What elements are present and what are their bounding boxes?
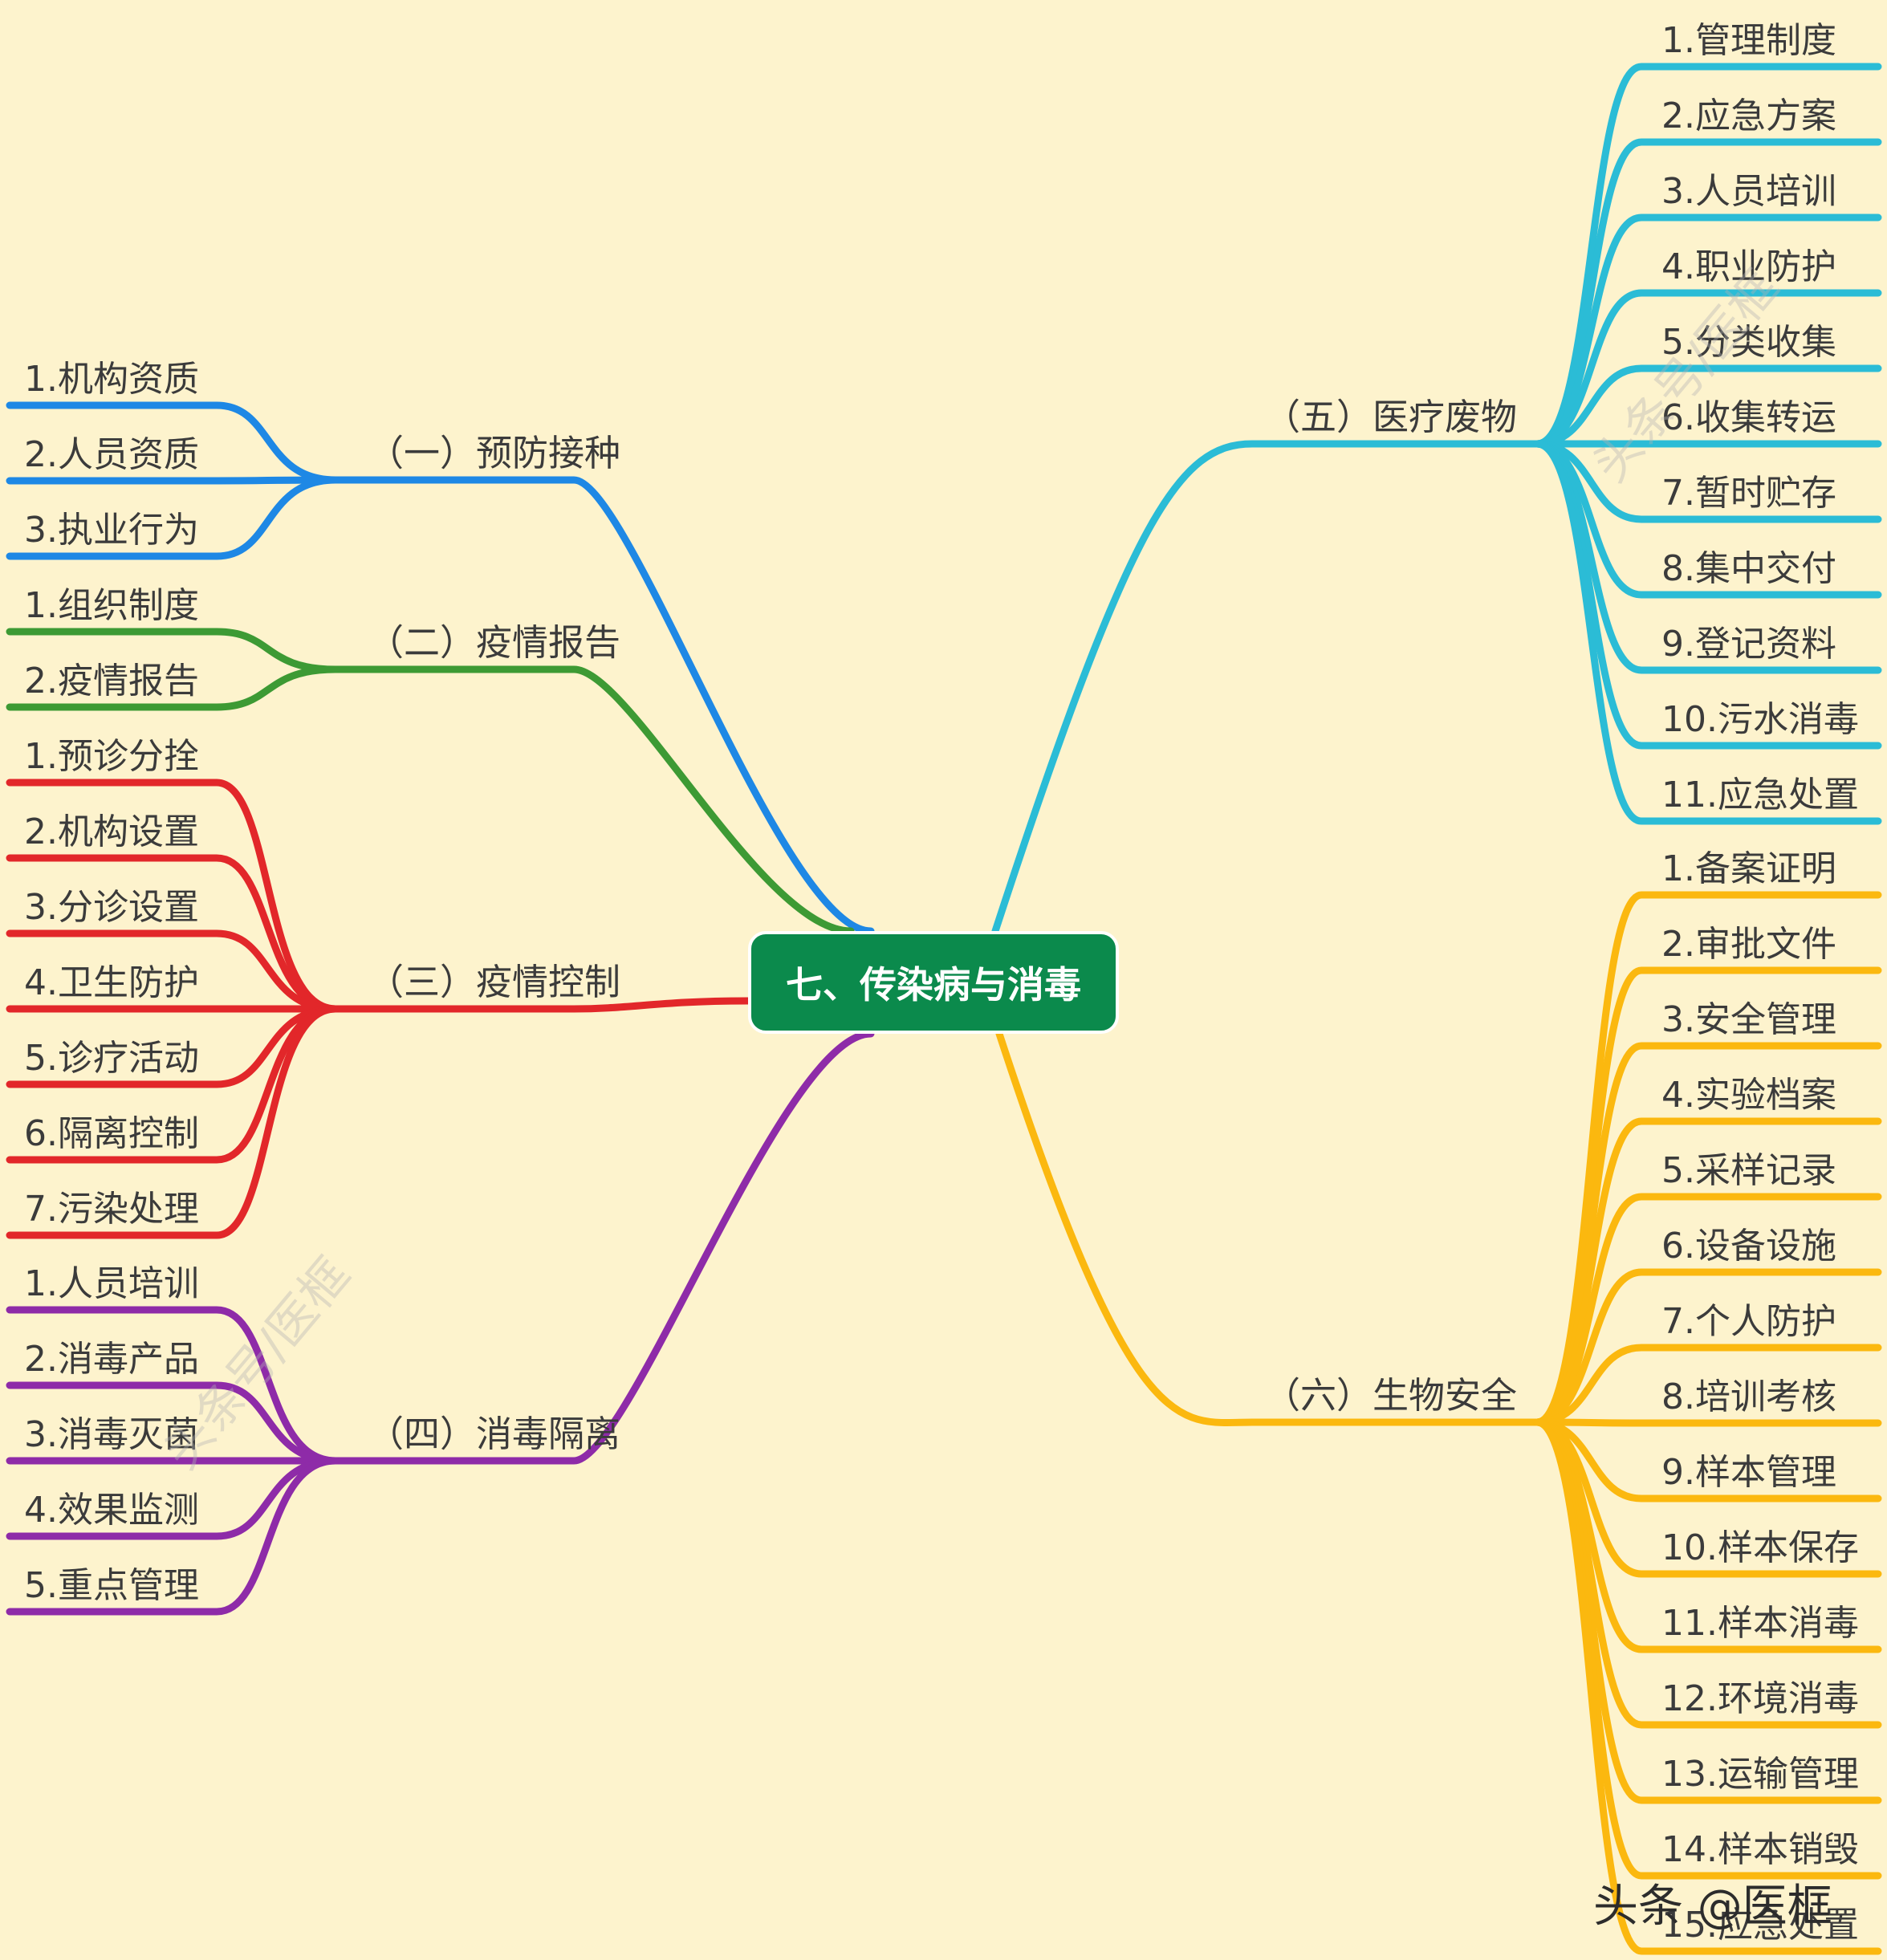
- leaf-node: 5.采样记录: [1661, 1150, 1836, 1191]
- leaf-node: 3.执业行为: [24, 510, 199, 551]
- connector-leaf-1-2: [6, 476, 340, 485]
- root-node: 七、传染病与消毒: [748, 931, 1119, 1034]
- connector-leaf-6-15: [1533, 1418, 1882, 1955]
- leaf-node: 7.暂时贮存: [1661, 473, 1836, 514]
- connector-leaf-6-8: [1533, 1418, 1882, 1427]
- leaf-node: 2.消毒产品: [24, 1339, 199, 1380]
- leaf-node: 1.人员培训: [24, 1263, 199, 1304]
- leaf-node: 5.重点管理: [24, 1565, 199, 1606]
- connector-leaf-1-1: [6, 401, 340, 484]
- connector-leaf-5-11: [1533, 440, 1882, 825]
- leaf-node: 4.卫生防护: [24, 962, 199, 1003]
- leaf-node: 11.样本消毒: [1661, 1603, 1859, 1644]
- credit-text: 头条 @医框: [1593, 1881, 1832, 1933]
- leaf-node: 10.样本保存: [1661, 1527, 1859, 1568]
- leaf-node: 2.审批文件: [1661, 924, 1836, 965]
- leaf-node: 9.登记资料: [1661, 624, 1836, 665]
- branch-node-2: （二）疫情报告: [368, 621, 621, 664]
- connector-leaf-3-7: [6, 1005, 340, 1239]
- leaf-node: 4.实验档案: [1661, 1075, 1836, 1116]
- connector-root-branch-6: [995, 1030, 1541, 1427]
- leaf-node: 4.效果监测: [24, 1490, 199, 1531]
- connector-leaf-5-5: [1533, 364, 1882, 448]
- leaf-node: 6.隔离控制: [24, 1113, 199, 1154]
- leaf-node: 1.组织制度: [24, 585, 199, 626]
- connector-leaf-6-7: [1533, 1344, 1882, 1426]
- connector-leaf-2-2: [6, 665, 340, 711]
- connector-leaf-4-2: [6, 1381, 340, 1465]
- leaf-node: 9.样本管理: [1661, 1452, 1836, 1493]
- connector-leaf-4-5: [6, 1457, 340, 1616]
- leaf-node: 2.机构设置: [24, 811, 199, 852]
- leaf-node: 5.诊疗活动: [24, 1038, 199, 1079]
- leaf-node: 4.职业防护: [1661, 246, 1836, 287]
- connector-root-branch-2: [331, 665, 855, 935]
- connector-root-branch-3: [331, 997, 752, 1013]
- leaf-node: 1.预诊分拴: [24, 736, 199, 777]
- connector-root-branch-4: [331, 1030, 875, 1465]
- connector-leaf-1-3: [6, 476, 340, 560]
- leaf-node: 14.样本销毁: [1661, 1829, 1859, 1870]
- leaf-node: 8.培训考核: [1661, 1376, 1836, 1417]
- leaf-node: 2.应急方案: [1661, 96, 1836, 136]
- leaf-node: 11.应急处置: [1661, 775, 1859, 815]
- leaf-node: 3.消毒灭菌: [24, 1414, 199, 1455]
- leaf-node: 1.管理制度: [1661, 20, 1836, 61]
- leaf-node: 3.安全管理: [1661, 999, 1836, 1040]
- connector-root-branch-5: [991, 440, 1541, 935]
- leaf-node: 12.环境消毒: [1661, 1678, 1859, 1719]
- connector-leaf-2-1: [6, 628, 340, 673]
- leaf-node: 1.机构资质: [24, 359, 199, 400]
- leaf-node: 6.设备设施: [1661, 1226, 1836, 1267]
- connector-leaf-3-2: [6, 854, 340, 1013]
- branch-node-5: （五）医疗废物: [1264, 396, 1518, 438]
- leaf-node: 15.应急处置: [1661, 1905, 1859, 1946]
- leaf-node: 3.分诊设置: [24, 887, 199, 928]
- connector-leaf-4-1: [6, 1306, 340, 1465]
- connector-root-branch-1: [331, 476, 875, 935]
- connector-leaf-3-3: [6, 929, 340, 1013]
- branch-node-6: （六）生物安全: [1264, 1374, 1518, 1417]
- leaf-node: 3.人员培训: [1661, 171, 1836, 212]
- connector-leaf-5-4: [1533, 289, 1882, 448]
- leaf-node: 7.污染处理: [24, 1189, 199, 1230]
- branch-node-3: （三）疫情控制: [368, 961, 621, 1003]
- leaf-node: 2.人员资质: [24, 434, 199, 475]
- leaf-node: 13.运输管理: [1661, 1754, 1859, 1795]
- connector-leaf-6-6: [1533, 1268, 1882, 1426]
- leaf-node: 10.污水消毒: [1661, 699, 1859, 740]
- leaf-node: 5.分类收集: [1661, 322, 1836, 363]
- leaf-node: 8.集中交付: [1661, 548, 1836, 589]
- leaf-node: 2.疫情报告: [24, 661, 199, 701]
- branch-node-1: （一）预防接种: [368, 432, 621, 474]
- leaf-node: 7.个人防护: [1661, 1301, 1836, 1342]
- branch-node-4: （四）消毒隔离: [368, 1413, 621, 1455]
- leaf-node: 6.收集转运: [1661, 397, 1836, 438]
- leaf-node: 1.备案证明: [1661, 848, 1836, 889]
